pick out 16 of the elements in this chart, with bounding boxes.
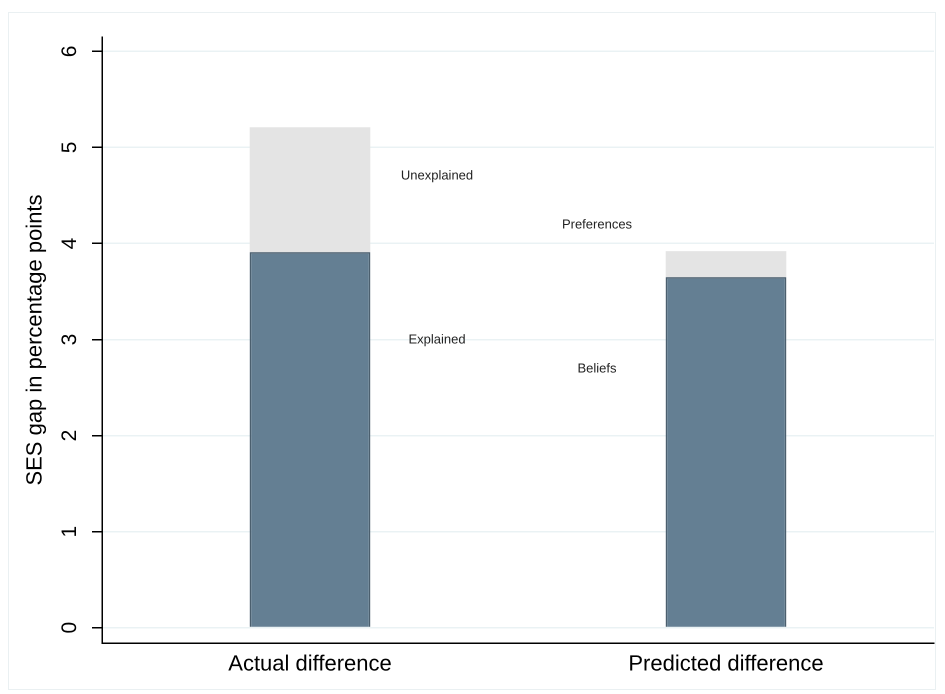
y-axis-title: SES gap in percentage points [21,194,46,486]
y-tick-label: 4 [58,237,81,250]
x-tick-label: Predicted difference [628,650,824,676]
annotation: Explained [408,332,466,347]
y-tick-label: 5 [58,142,81,154]
y-tick-label: 6 [58,46,81,58]
bar [250,127,370,252]
annotation: Unexplained [400,168,474,183]
y-tick-label: 1 [58,526,81,538]
x-tick-label: Actual difference [228,650,392,676]
bar [666,251,786,278]
y-tick-label: 0 [58,622,81,634]
y-tick-label: 3 [58,334,81,346]
annotation: Beliefs [577,360,618,376]
annotation: Preferences [562,216,633,232]
y-tick-label: 2 [58,430,81,442]
